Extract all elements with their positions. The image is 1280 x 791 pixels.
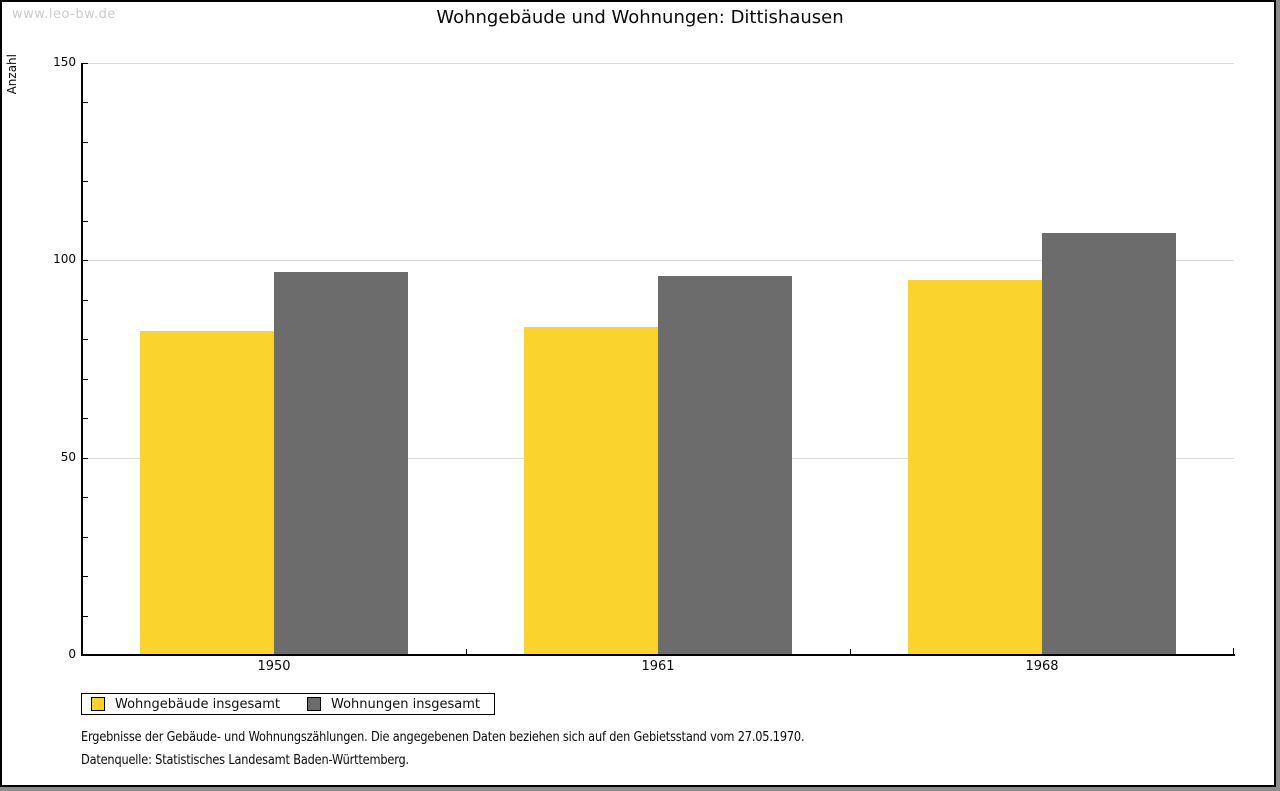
y-tick [83, 418, 88, 419]
y-tick-label: 50 [60, 450, 76, 464]
y-tick [83, 102, 88, 103]
y-tick [83, 458, 88, 459]
bar-1961-wohngebaeude [524, 327, 658, 655]
gridline [83, 260, 1234, 261]
y-tick [83, 221, 88, 222]
bar-1950-wohnungen [274, 272, 408, 655]
footnote-source-description: Ergebnisse der Gebäude- und Wohnungszähl… [81, 729, 805, 745]
footnote-data-source: Datenquelle: Statistisches Landesamt Bad… [81, 752, 409, 768]
y-tick [83, 379, 88, 380]
y-tick-label: 100 [53, 252, 76, 266]
chart-legend: Wohngebäude insgesamt Wohnungen insgesam… [81, 693, 495, 715]
legend-swatch-wohnungen [307, 697, 321, 711]
x-tick [466, 649, 467, 654]
bar-1968-wohngebaeude [908, 280, 1042, 655]
y-tick [83, 339, 88, 340]
legend-label-wohnungen: Wohnungen insgesamt [331, 696, 480, 712]
legend-label-wohngebaeude: Wohngebäude insgesamt [115, 696, 280, 712]
bar-1961-wohnungen [658, 276, 792, 655]
y-tick [83, 181, 88, 182]
x-axis-label: 1961 [641, 659, 675, 674]
y-tick [83, 497, 88, 498]
y-tick [83, 576, 88, 577]
y-tick [83, 142, 88, 143]
y-tick [83, 300, 88, 301]
watermark: www.leo-bw.de [12, 7, 116, 22]
gridline [83, 63, 1234, 64]
y-tick [83, 63, 88, 64]
y-tick [83, 537, 88, 538]
x-axis-label: 1968 [1025, 659, 1059, 674]
x-axis-end-tick [1233, 648, 1234, 654]
x-axis-label: 1950 [257, 659, 291, 674]
x-axis-line [81, 654, 1235, 656]
y-tick-label: 0 [68, 647, 76, 661]
y-tick-label: 150 [53, 55, 76, 69]
y-tick [83, 260, 88, 261]
bar-1968-wohnungen [1042, 233, 1176, 655]
bar-1950-wohngebaeude [140, 331, 274, 655]
chart-title: Wohngebäude und Wohnungen: Dittishausen [436, 7, 844, 28]
legend-swatch-wohngebaeude [91, 697, 105, 711]
y-tick [83, 616, 88, 617]
y-axis-line [81, 63, 83, 656]
x-tick [850, 649, 851, 654]
